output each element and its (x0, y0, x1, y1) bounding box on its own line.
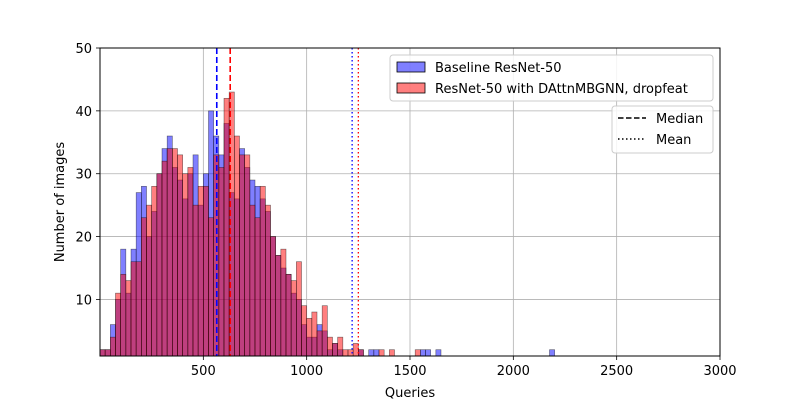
histogram-bar-dattn (259, 185, 266, 357)
legend-label-median: Median (656, 112, 703, 127)
histogram-bar-dattn (249, 204, 256, 357)
histogram-bar-dattn (296, 261, 302, 357)
legend-swatch-dattn (396, 82, 426, 94)
histogram-bar-dattn (99, 349, 106, 357)
histogram-bar-dattn (337, 336, 344, 357)
histogram-bar-dattn (187, 167, 194, 357)
histogram-bar-dattn (120, 273, 127, 357)
x-tick-label: 2000 (497, 364, 530, 379)
histogram-bar-dattn (234, 135, 240, 357)
y-tick-label: 40 (75, 105, 92, 120)
histogram-bar-dattn (327, 336, 333, 357)
y-axis-ticks: 10 20 30 40 50 (75, 42, 100, 308)
histogram-bar-dattn (285, 273, 292, 357)
histogram-bar-dattn (352, 343, 359, 357)
histogram-bar-dattn (275, 255, 282, 357)
histogram-bar-dattn (321, 305, 328, 357)
histogram-bar-dattn (301, 305, 307, 357)
legend-label-dattn: ResNet-50 with DAttnMBGNN, dropfeat (435, 82, 688, 97)
histogram-bar-baseline (368, 349, 375, 357)
histogram-bar-dattn (254, 217, 261, 357)
legend-label-mean: Mean (656, 133, 691, 148)
histogram-bar-dattn (223, 97, 230, 357)
y-tick-label: 30 (75, 168, 92, 183)
histogram-bar-dattn (197, 185, 204, 357)
series-legend: Baseline ResNet-50 ResNet-50 with DAttnM… (389, 54, 714, 102)
y-tick-label: 20 (75, 231, 92, 246)
histogram-bar-dattn (156, 173, 163, 357)
histogram-bar-baseline (425, 349, 431, 357)
x-axis-ticks: 500 1000 1500 2000 2500 3000 (191, 356, 737, 379)
histogram-bar-dattn (172, 148, 178, 357)
histogram-bar-dattn (332, 343, 338, 357)
y-tick-label: 10 (75, 293, 92, 308)
y-tick-label: 50 (75, 42, 92, 57)
histogram-bar-dattn (306, 317, 313, 357)
x-axis-label: Queries (385, 386, 435, 400)
x-tick-label: 2500 (600, 364, 633, 379)
histogram-bar-dattn (141, 217, 147, 357)
histogram-bar-dattn (342, 349, 349, 357)
histogram-bar-dattn (378, 349, 385, 357)
legend-label-baseline: Baseline ResNet-50 (435, 61, 562, 76)
histogram-bar-dattn (203, 185, 209, 357)
histogram-bar-dattn (244, 154, 251, 357)
histogram-bar-dattn (125, 280, 132, 357)
histogram-bar-dattn (358, 349, 364, 357)
histogram-bar-dattn (270, 236, 276, 357)
histogram-bar-dattn (239, 154, 245, 357)
histogram-bar-dattn (389, 349, 395, 357)
histogram-bar-dattn (218, 167, 225, 357)
histogram-bar-dattn (161, 160, 168, 357)
series-legend-box (389, 54, 714, 102)
x-tick-label: 3000 (703, 364, 736, 379)
histogram-bar-baseline (435, 349, 442, 357)
histogram-bar-dattn (192, 204, 199, 357)
histogram-bar-dattn (130, 261, 137, 357)
histogram-bar-dattn (316, 330, 323, 357)
y-axis-label: Number of images (53, 142, 68, 263)
x-tick-label: 500 (191, 364, 216, 379)
histogram-bar-dattn (166, 148, 173, 357)
x-tick-label: 1500 (393, 364, 426, 379)
histogram-bar-dattn (135, 261, 142, 357)
histogram-bar-baseline (420, 349, 426, 357)
histogram-bar-baseline (373, 349, 380, 357)
histogram-bar-dattn (151, 185, 158, 357)
histogram-bar-dattn (110, 336, 116, 357)
histogram-bar-baseline (549, 349, 555, 357)
histogram-bar-dattn (177, 154, 183, 357)
histogram-bar-dattn (414, 349, 421, 357)
x-tick-label: 1000 (290, 364, 323, 379)
histogram-bar-dattn (115, 292, 121, 357)
histogram-bar-dattn (311, 311, 318, 357)
histogram-bar-dattn (208, 217, 214, 357)
median-mean-lines (215, 48, 359, 356)
histogram-bar-dattn (182, 173, 189, 357)
histogram-bar-dattn (104, 349, 111, 357)
histogram-bar-dattn (280, 248, 287, 357)
line-style-legend: Median Mean (611, 105, 714, 154)
histogram-bar-dattn (146, 204, 152, 357)
histogram-bar-dattn (265, 204, 271, 357)
legend-swatch-baseline (396, 61, 426, 73)
histogram-bar-dattn (290, 280, 297, 357)
